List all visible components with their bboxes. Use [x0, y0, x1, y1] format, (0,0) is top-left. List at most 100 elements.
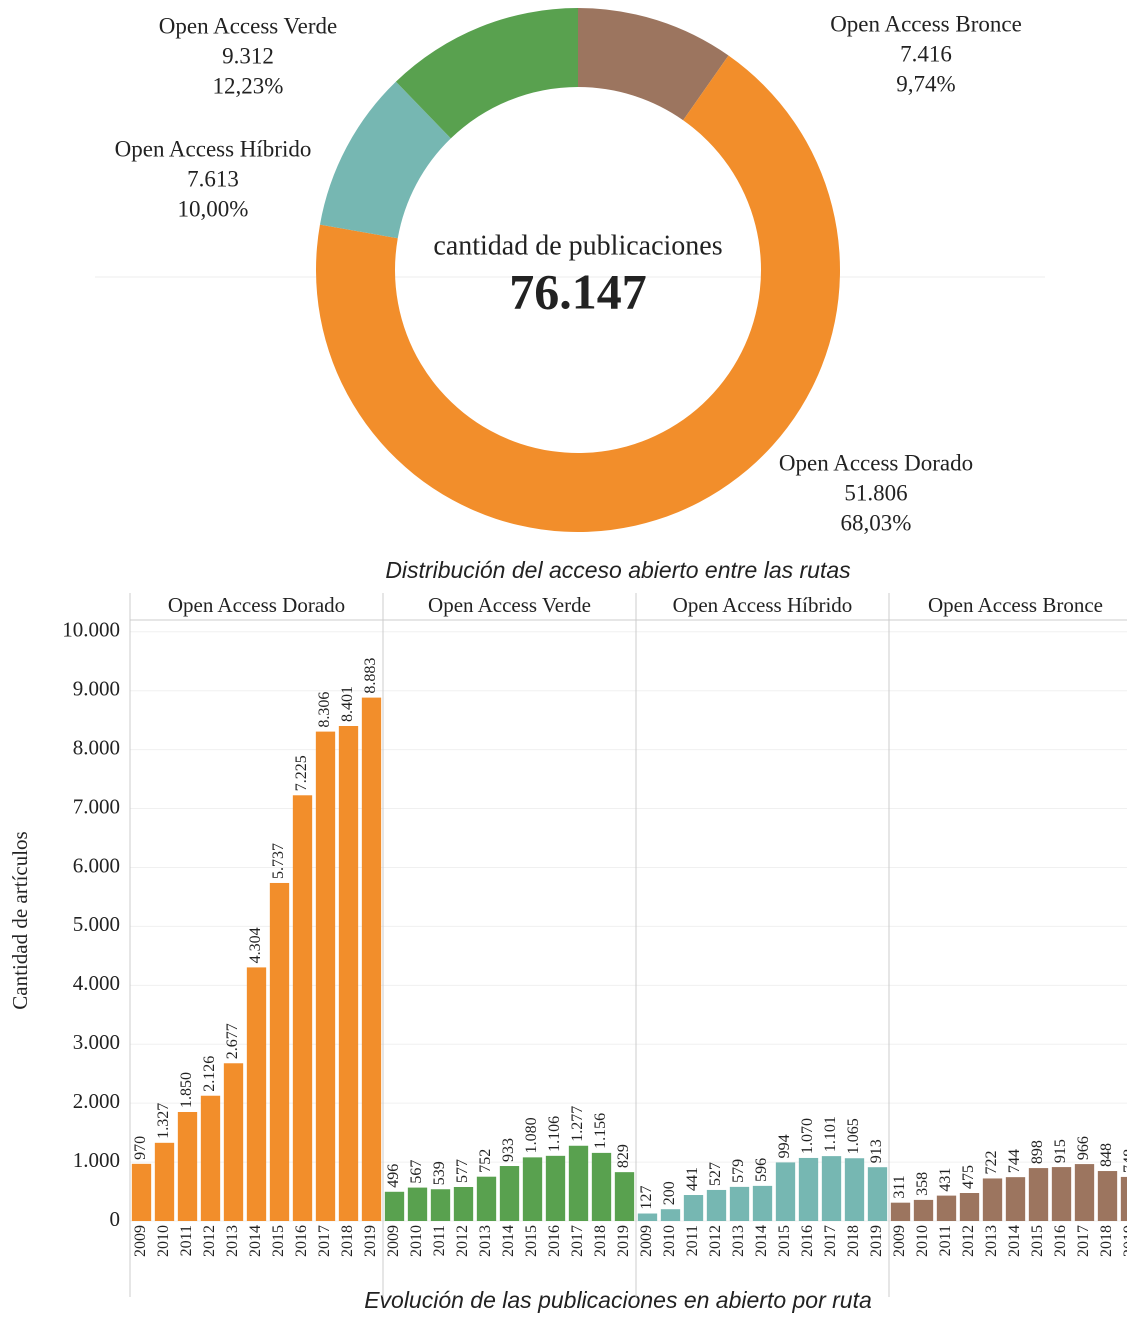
value-label: 994	[776, 1134, 793, 1158]
y-tick-label: 6.000	[73, 853, 120, 877]
x-tick-label: 2014	[247, 1225, 264, 1257]
bar	[177, 1111, 198, 1221]
bar	[292, 795, 313, 1221]
value-label: 898	[1029, 1140, 1046, 1164]
x-tick-label: 2009	[638, 1225, 655, 1257]
bar	[522, 1157, 543, 1221]
bar	[867, 1167, 888, 1221]
bar	[936, 1195, 957, 1221]
value-label: 2.677	[224, 1023, 241, 1059]
bar	[913, 1199, 934, 1221]
x-tick-label: 2017	[822, 1225, 839, 1257]
x-tick-label: 2014	[753, 1225, 770, 1257]
x-tick-label: 2013	[730, 1225, 747, 1257]
x-tick-label: 2010	[914, 1225, 931, 1257]
slice-value: 7.416	[900, 41, 952, 66]
y-tick-label: 0	[110, 1207, 121, 1231]
facet-header: Open Access Bronce	[928, 593, 1103, 617]
y-tick-label: 8.000	[73, 735, 120, 759]
x-tick-label: 2018	[1098, 1225, 1115, 1257]
bar	[1120, 1176, 1127, 1221]
value-label: 913	[868, 1139, 885, 1163]
bar	[568, 1145, 589, 1221]
value-label: 577	[454, 1159, 471, 1183]
value-label: 1.106	[546, 1116, 563, 1152]
slice-percent: 10,00%	[178, 196, 249, 221]
value-label: 567	[408, 1160, 425, 1184]
bar	[1005, 1177, 1026, 1221]
bar	[637, 1213, 658, 1221]
bar	[430, 1189, 451, 1221]
value-label: 915	[1052, 1139, 1069, 1163]
x-tick-label: 2015	[1029, 1225, 1046, 1257]
value-label: 496	[385, 1164, 402, 1188]
x-tick-label: 2009	[132, 1225, 149, 1257]
slice-percent: 68,03%	[841, 510, 912, 535]
bar	[476, 1176, 497, 1221]
value-label: 200	[661, 1181, 678, 1205]
bar	[660, 1209, 681, 1221]
center-label: cantidad de publicaciones	[433, 230, 722, 261]
bar	[338, 725, 359, 1221]
x-tick-label: 2012	[707, 1225, 724, 1257]
bar	[614, 1172, 635, 1221]
value-label: 527	[707, 1162, 724, 1186]
x-tick-label: 2017	[1075, 1225, 1092, 1257]
x-tick-label: 2019	[362, 1225, 379, 1257]
x-tick-label: 2014	[1006, 1225, 1023, 1257]
value-label: 970	[132, 1136, 149, 1160]
value-label: 966	[1075, 1136, 1092, 1160]
value-label: 579	[730, 1159, 747, 1183]
value-label: 933	[500, 1138, 517, 1162]
bar	[775, 1162, 796, 1221]
value-label: 8.883	[362, 658, 379, 694]
x-tick-label: 2017	[316, 1225, 333, 1257]
bar	[131, 1163, 152, 1221]
value-label: 1.277	[569, 1106, 586, 1142]
value-label: 431	[937, 1168, 954, 1192]
value-label: 311	[891, 1175, 908, 1198]
bar	[821, 1156, 842, 1221]
bar	[1028, 1168, 1049, 1221]
x-tick-label: 2011	[431, 1225, 448, 1256]
y-axis-title: Cantidad de artículos	[8, 831, 32, 1009]
value-label: 7.225	[293, 755, 310, 791]
facet-header: Open Access Verde	[428, 593, 591, 617]
bar	[683, 1195, 704, 1221]
value-label: 848	[1098, 1143, 1115, 1167]
bar	[706, 1189, 727, 1221]
slice-name: Open Access Verde	[159, 13, 337, 38]
x-tick-label: 2010	[408, 1225, 425, 1257]
x-tick-label: 2018	[592, 1225, 609, 1257]
bar	[1097, 1171, 1118, 1221]
x-tick-label: 2009	[891, 1225, 908, 1257]
x-tick-label: 2016	[293, 1225, 310, 1257]
bar	[200, 1095, 221, 1221]
bar	[361, 697, 382, 1221]
bar	[223, 1063, 244, 1221]
facet-header: Open Access Híbrido	[673, 593, 853, 617]
bar	[890, 1202, 911, 1221]
value-label: 8.306	[316, 692, 333, 728]
x-tick-label: 2018	[845, 1225, 862, 1257]
bar	[982, 1178, 1003, 1221]
value-label: 4.304	[247, 927, 264, 963]
donut-slice	[578, 8, 729, 121]
y-tick-label: 7.000	[73, 794, 120, 818]
x-tick-label: 2019	[615, 1225, 632, 1257]
value-label: 1.080	[523, 1117, 540, 1153]
value-label: 539	[431, 1161, 448, 1185]
donut-slice	[395, 8, 578, 139]
y-tick-label: 4.000	[73, 971, 120, 995]
bar-caption: Evolución de las publicaciones en abiert…	[364, 1287, 872, 1313]
x-tick-label: 2013	[224, 1225, 241, 1257]
value-label: 722	[983, 1150, 1000, 1174]
facet-header: Open Access Dorado	[168, 593, 345, 617]
x-tick-label: 2015	[523, 1225, 540, 1257]
value-label: 1.156	[592, 1113, 609, 1149]
value-label: 2.126	[201, 1056, 218, 1092]
bar	[315, 731, 336, 1221]
slice-value: 9.312	[222, 43, 274, 68]
slice-percent: 9,74%	[896, 71, 955, 96]
